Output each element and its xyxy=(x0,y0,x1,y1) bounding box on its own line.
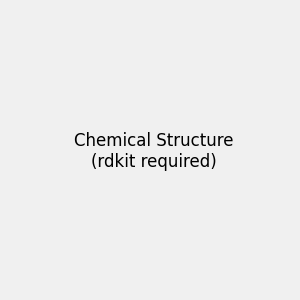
Text: Chemical Structure
(rdkit required): Chemical Structure (rdkit required) xyxy=(74,132,233,171)
